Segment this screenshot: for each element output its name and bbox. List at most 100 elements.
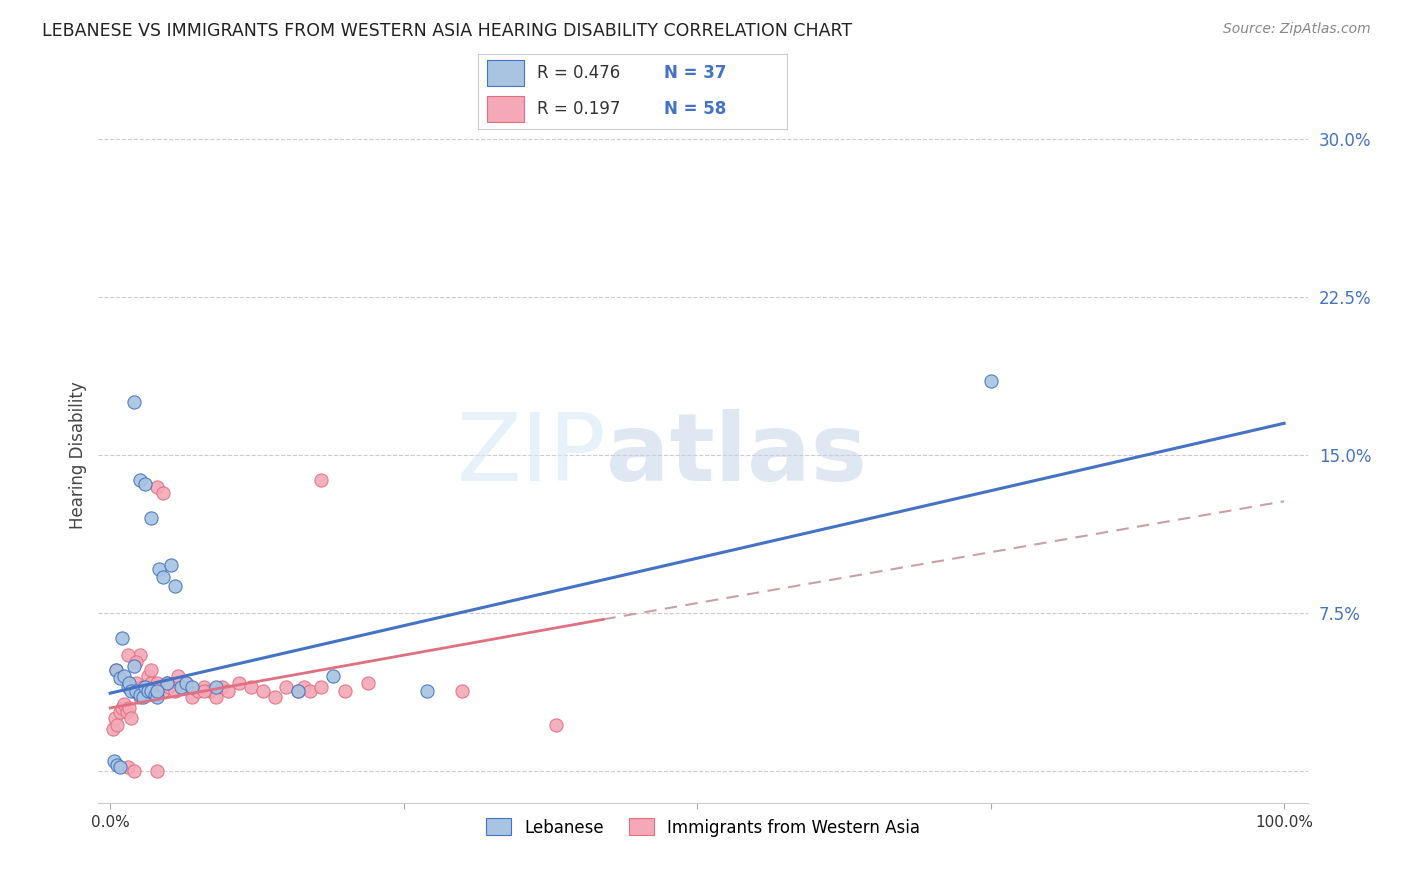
Point — [122, 658, 145, 673]
Point — [181, 680, 204, 694]
Point — [451, 684, 474, 698]
Point — [416, 684, 439, 698]
Point — [105, 718, 128, 732]
Point — [146, 675, 169, 690]
Point — [132, 690, 155, 705]
Point — [193, 680, 215, 694]
Point — [152, 570, 174, 584]
Point — [120, 684, 142, 698]
Point — [211, 680, 233, 694]
Point — [287, 684, 309, 698]
Point — [146, 764, 169, 779]
Point — [152, 486, 174, 500]
Point — [105, 663, 128, 677]
Point — [134, 680, 156, 694]
Point — [141, 675, 163, 690]
Point — [115, 705, 138, 719]
Point — [204, 690, 226, 705]
Point — [163, 579, 186, 593]
Point — [980, 374, 1002, 388]
Point — [128, 688, 150, 702]
Point — [311, 680, 333, 694]
Point — [228, 675, 250, 690]
Point — [108, 705, 131, 719]
Point — [298, 684, 321, 698]
Point — [132, 680, 155, 694]
Point — [112, 669, 135, 683]
Point — [204, 680, 226, 694]
Text: R = 0.476: R = 0.476 — [537, 64, 620, 82]
Point — [217, 684, 239, 698]
Point — [146, 690, 169, 705]
Point — [125, 655, 148, 669]
Point — [148, 562, 170, 576]
Point — [176, 675, 198, 690]
Point — [108, 672, 131, 686]
Point — [112, 697, 135, 711]
Point — [128, 473, 150, 487]
Point — [148, 680, 170, 694]
Text: atlas: atlas — [606, 409, 868, 501]
Text: LEBANESE VS IMMIGRANTS FROM WESTERN ASIA HEARING DISABILITY CORRELATION CHART: LEBANESE VS IMMIGRANTS FROM WESTERN ASIA… — [42, 22, 852, 40]
Point — [187, 684, 209, 698]
Point — [134, 684, 156, 698]
Point — [322, 669, 344, 683]
Point — [252, 684, 274, 698]
Point — [263, 690, 285, 705]
Point — [125, 684, 148, 698]
Point — [141, 684, 163, 698]
Point — [167, 669, 190, 683]
Point — [136, 684, 159, 698]
Point — [117, 760, 139, 774]
Y-axis label: Hearing Disability: Hearing Disability — [69, 381, 87, 529]
Point — [105, 663, 128, 677]
Point — [120, 711, 142, 725]
Point — [122, 684, 145, 698]
Point — [108, 760, 131, 774]
Point — [176, 675, 198, 690]
Point — [117, 680, 139, 694]
Point — [118, 675, 141, 690]
Point — [146, 479, 169, 493]
Point — [160, 558, 183, 572]
Point — [105, 757, 128, 772]
Point — [198, 684, 221, 698]
Text: ZIP: ZIP — [457, 409, 606, 501]
Point — [546, 718, 568, 732]
Point — [128, 648, 150, 663]
Point — [240, 680, 263, 694]
Point — [111, 632, 134, 646]
Point — [122, 764, 145, 779]
Point — [172, 680, 194, 694]
Text: N = 37: N = 37 — [664, 64, 725, 82]
Point — [292, 680, 315, 694]
Point — [155, 675, 177, 690]
Point — [152, 684, 174, 698]
Point — [128, 690, 150, 705]
Point — [287, 684, 309, 698]
Point — [134, 477, 156, 491]
Point — [276, 680, 298, 694]
Point — [104, 711, 127, 725]
Point — [125, 675, 148, 690]
Point — [101, 722, 124, 736]
Text: R = 0.197: R = 0.197 — [537, 100, 620, 118]
Point — [357, 675, 380, 690]
Legend: Lebanese, Immigrants from Western Asia: Lebanese, Immigrants from Western Asia — [479, 812, 927, 843]
Point — [163, 684, 186, 698]
Point — [146, 684, 169, 698]
Point — [136, 669, 159, 683]
Point — [143, 684, 166, 698]
Point — [111, 701, 134, 715]
Text: Source: ZipAtlas.com: Source: ZipAtlas.com — [1223, 22, 1371, 37]
Point — [141, 663, 163, 677]
Point — [118, 701, 141, 715]
Point — [103, 754, 125, 768]
Point — [141, 511, 163, 525]
Point — [143, 688, 166, 702]
Point — [157, 680, 180, 694]
Point — [311, 473, 333, 487]
Point — [155, 675, 177, 690]
Point — [181, 690, 204, 705]
Point — [117, 648, 139, 663]
